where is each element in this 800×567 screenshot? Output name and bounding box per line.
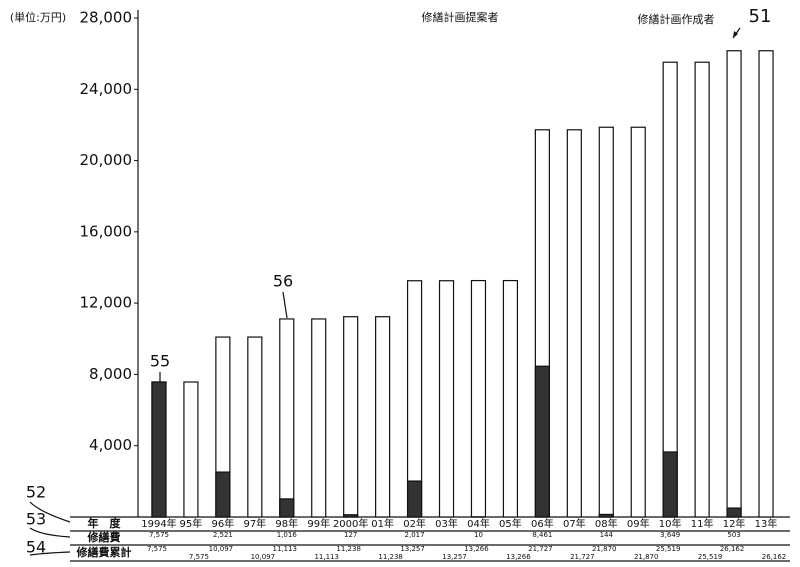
x-tick-label: 09年 [627, 517, 650, 530]
cumulative-bar [343, 316, 359, 518]
x-tick-label: 04年 [467, 517, 490, 530]
x-tick-label: 08年 [595, 517, 618, 530]
annotation: 修繕計画作成者 [638, 12, 715, 26]
y-tick-label: 28,000 [80, 9, 133, 27]
repair-bar [534, 365, 550, 518]
reference-number: 54 [26, 538, 46, 557]
leader-line [282, 291, 288, 319]
cumulative-bar [598, 126, 614, 518]
reference-number: 55 [150, 352, 170, 371]
y-tick-label: 12,000 [80, 294, 133, 312]
cumulative-bar [694, 61, 710, 518]
reference-number: 53 [26, 510, 46, 529]
value-label: 13,257 [442, 553, 467, 561]
y-tick-label: 24,000 [80, 80, 133, 98]
value-label: 7,575 [149, 531, 169, 539]
cumulative-bar [470, 279, 487, 518]
reference-number: 56 [273, 272, 293, 291]
value-label: 21,727 [570, 553, 595, 561]
value-label: 21,870 [592, 545, 617, 553]
cumulative-bar [502, 279, 519, 518]
value-label: 11,113 [314, 553, 339, 561]
cumulative-bar [566, 129, 582, 518]
repair-bar [215, 471, 231, 518]
x-tick-label: 01年 [371, 517, 394, 530]
y-tick-label: 20,000 [80, 151, 133, 169]
unit-label: (単位:万円) [10, 10, 66, 24]
value-label: 10,097 [251, 553, 276, 561]
value-label: 127 [344, 531, 357, 539]
reference-number: 52 [26, 483, 46, 502]
value-label: 11,113 [273, 545, 298, 553]
cumulative-bar [311, 318, 327, 518]
cumulative-bar [183, 381, 199, 518]
repair-bar [726, 507, 742, 518]
y-tick-label: 16,000 [80, 222, 133, 240]
value-label: 10,097 [209, 545, 234, 553]
leader-line [29, 501, 71, 556]
x-tick-label: 1994年 [141, 517, 176, 530]
value-label: 26,162 [762, 553, 787, 561]
row-header: 修繕費 [87, 530, 121, 544]
x-tick-label: 98年 [275, 517, 298, 530]
x-tick-label: 12年 [723, 517, 746, 530]
value-label: 7,575 [189, 553, 209, 561]
value-label: 26,162 [720, 545, 745, 553]
repair-bar [406, 480, 423, 518]
cumulative-bar [726, 50, 742, 518]
x-tick-label: 97年 [243, 517, 266, 530]
repair-bar [151, 381, 167, 518]
row-header: 年 度 [88, 516, 122, 530]
value-label: 21,870 [634, 553, 659, 561]
cumulative-bar [375, 316, 391, 518]
repair-bar [279, 498, 295, 518]
cumulative-bar [279, 318, 295, 518]
x-tick-label: 99年 [307, 517, 330, 530]
x-tick-label: 06年 [531, 517, 554, 530]
x-tick-label: 02年 [403, 517, 426, 530]
repair-bar [343, 514, 359, 518]
value-label: 503 [727, 531, 740, 539]
arrow-head [733, 31, 738, 38]
value-label: 13,266 [464, 545, 489, 553]
value-label: 10 [474, 531, 483, 539]
value-label: 25,519 [656, 545, 681, 553]
value-label: 2,017 [405, 531, 425, 539]
value-label: 25,519 [698, 553, 723, 561]
value-label: 8,461 [532, 531, 552, 539]
value-label: 2,521 [213, 531, 233, 539]
value-label: 3,649 [660, 531, 680, 539]
x-tick-label: 05年 [499, 517, 522, 530]
x-tick-label: 13年 [755, 517, 778, 530]
x-tick-label: 03年 [435, 517, 458, 530]
value-label: 11,238 [336, 545, 361, 553]
cumulative-bar [758, 50, 774, 518]
x-tick-label: 2000年 [333, 517, 368, 530]
value-label: 11,238 [378, 553, 403, 561]
x-tick-label: 95年 [180, 517, 203, 530]
cumulative-bar [630, 126, 646, 518]
value-label: 7,575 [147, 545, 167, 553]
annotation: 修繕計画提案者 [422, 10, 499, 24]
value-label: 13,257 [400, 545, 425, 553]
row-header: 修繕費累計 [76, 545, 132, 559]
x-tick-label: 11年 [691, 517, 714, 530]
value-label: 13,266 [506, 553, 531, 561]
value-label: 144 [600, 531, 614, 539]
value-label: 21,727 [528, 545, 553, 553]
repair-bar [662, 451, 678, 518]
x-tick-label: 10年 [659, 517, 682, 530]
cumulative-bar [247, 336, 263, 518]
reference-number: 51 [749, 6, 772, 27]
x-tick-label: 07年 [563, 517, 586, 530]
cumulative-bar [438, 280, 455, 518]
cumulative-bar [662, 61, 678, 518]
repair-bar [598, 513, 614, 518]
x-tick-label: 96年 [212, 517, 235, 530]
y-tick-label: 4,000 [89, 436, 132, 454]
value-label: 1,016 [277, 531, 298, 539]
y-tick-label: 8,000 [89, 365, 132, 383]
